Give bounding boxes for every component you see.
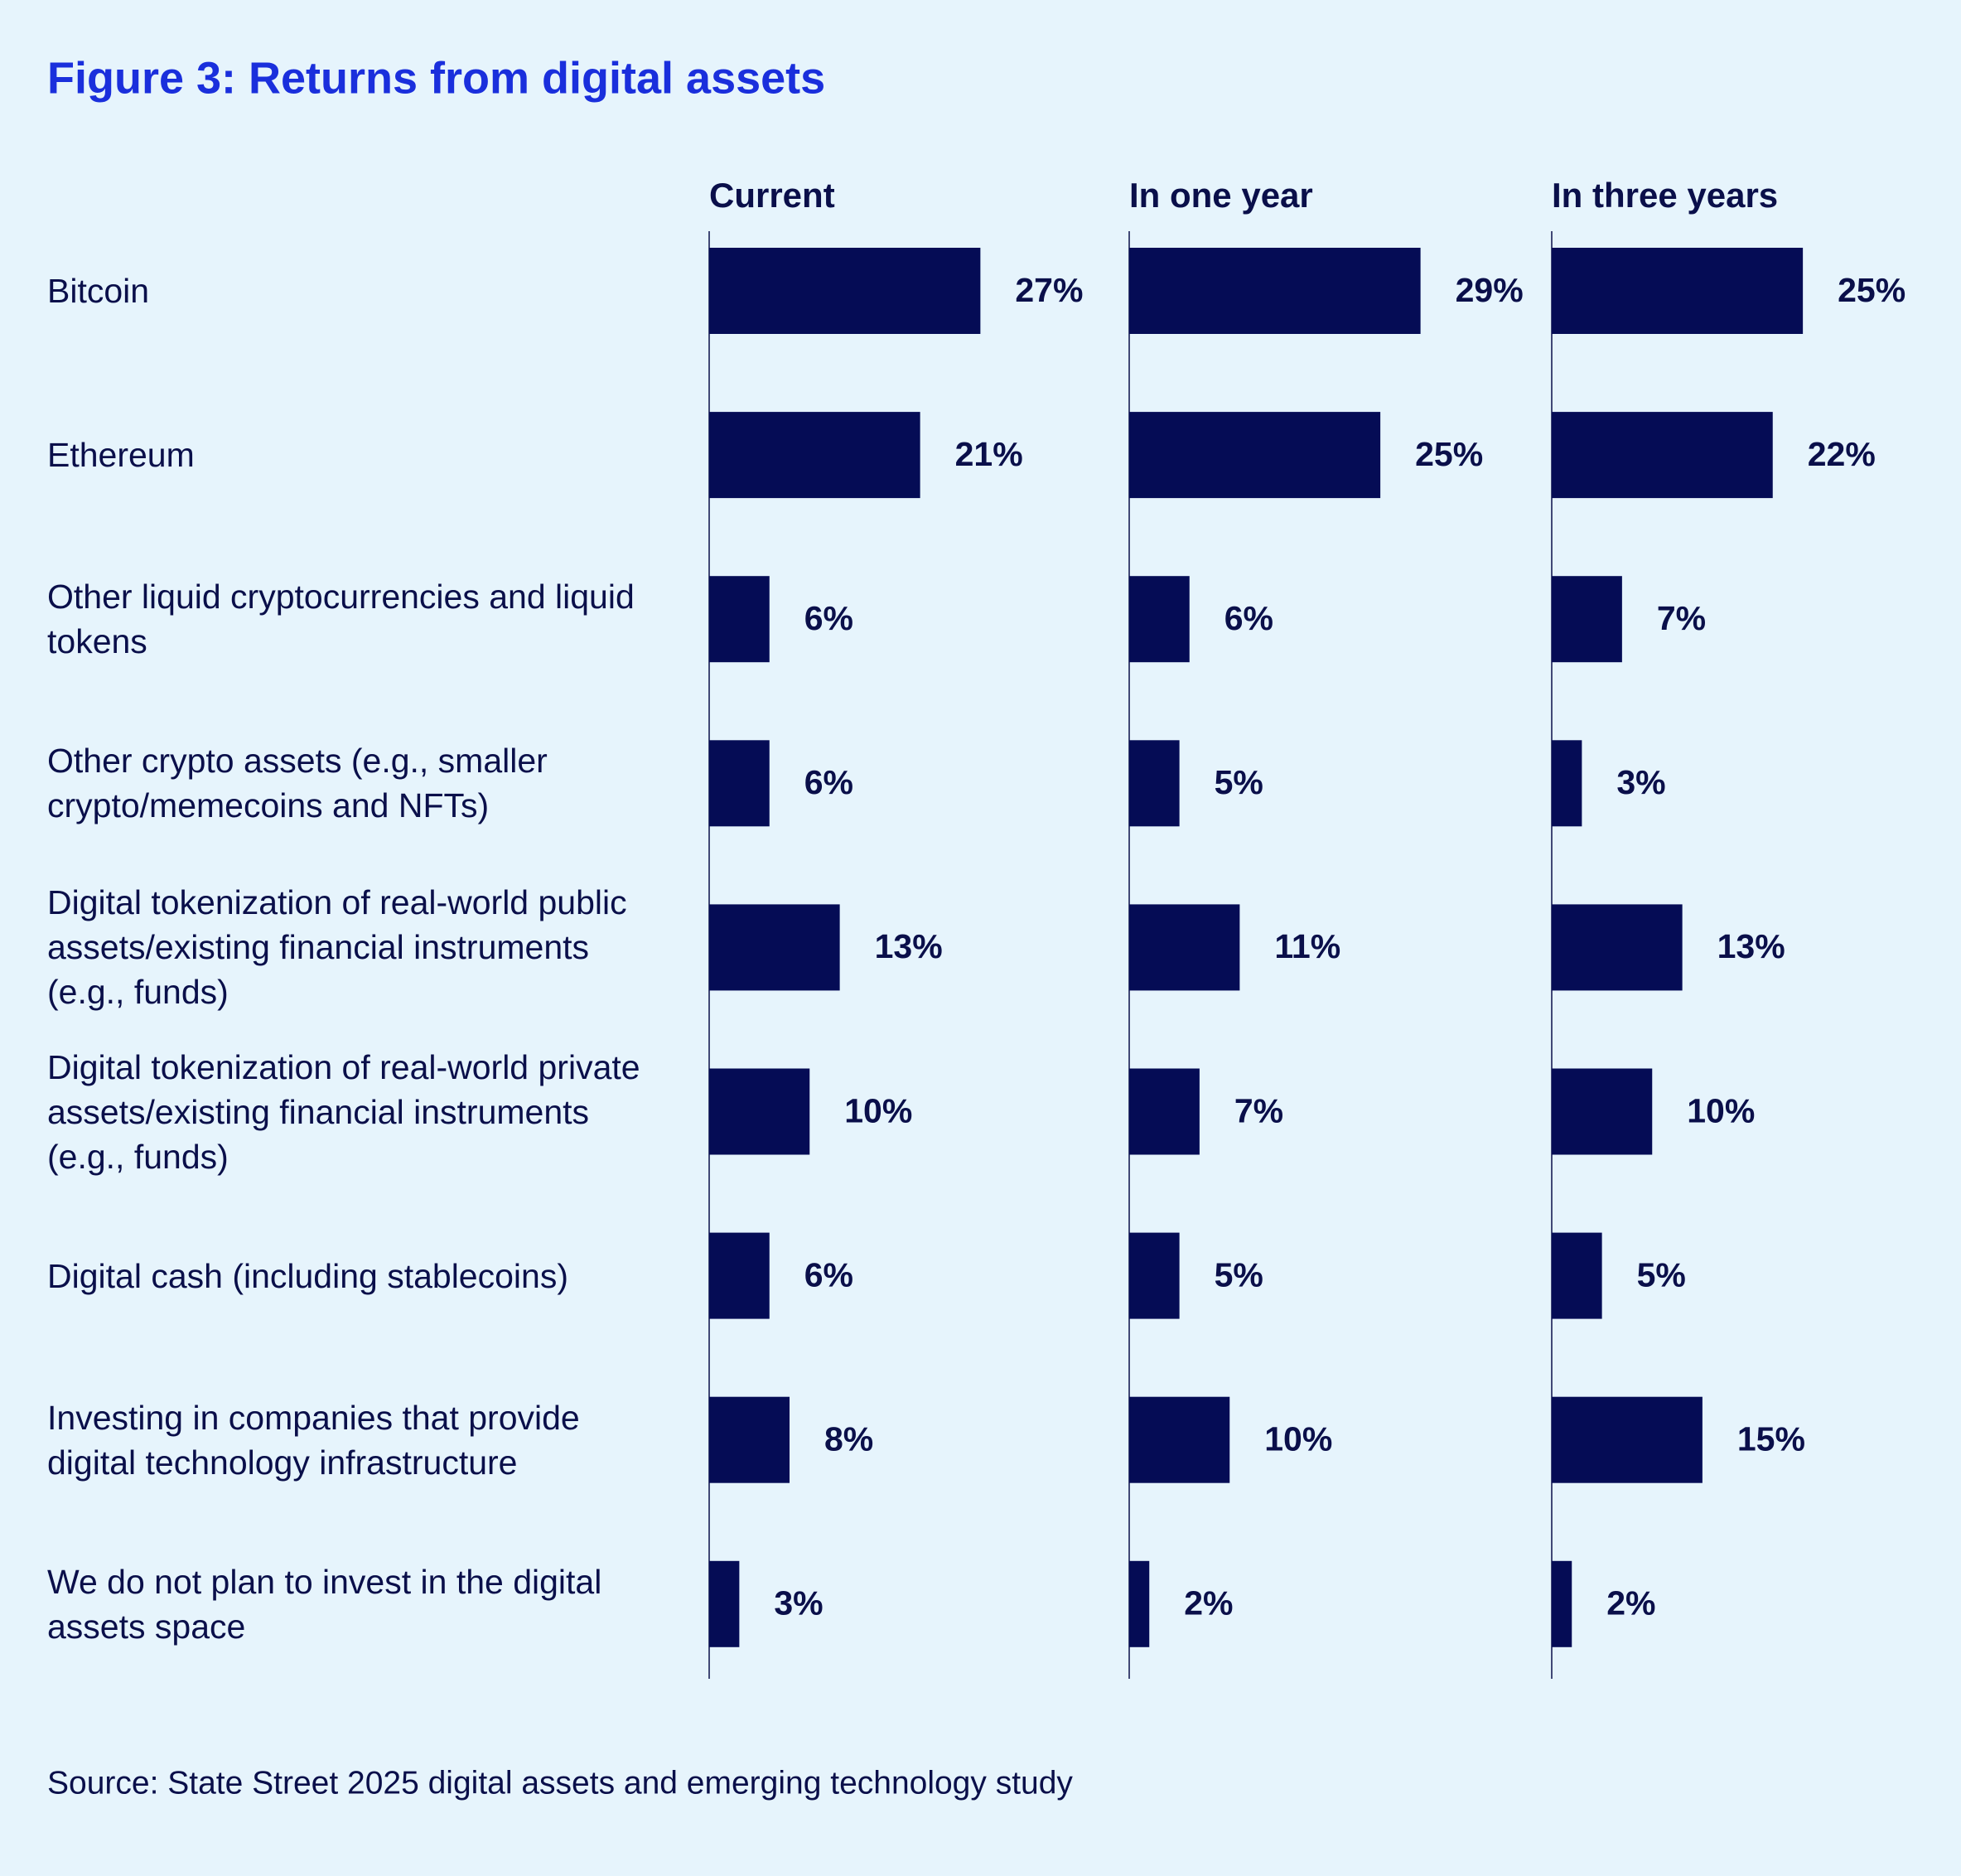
value-label: 15% xyxy=(1737,1420,1805,1458)
panel-heading: Current xyxy=(709,176,835,215)
chart-title: Figure 3: Returns from digital assets xyxy=(47,53,825,103)
bar xyxy=(1552,904,1683,991)
value-label: 6% xyxy=(804,1255,853,1293)
bar xyxy=(1129,740,1180,827)
bar xyxy=(1552,1396,1703,1483)
panel-heading: In three years xyxy=(1552,176,1778,215)
value-label: 25% xyxy=(1838,271,1905,309)
value-label: 5% xyxy=(1215,763,1263,801)
category-label: Other liquid cryptocurrencies and liquid… xyxy=(47,578,635,661)
value-label: 10% xyxy=(844,1091,912,1129)
category-label: Digital cash (including stablecoins) xyxy=(47,1256,568,1295)
category-label: Digital tokenization of real-world priva… xyxy=(47,1047,640,1176)
bar xyxy=(1129,1232,1180,1319)
value-label: 8% xyxy=(824,1420,873,1458)
bar xyxy=(1129,1560,1150,1647)
value-label: 22% xyxy=(1808,435,1876,473)
value-label: 29% xyxy=(1456,271,1524,309)
value-label: 13% xyxy=(875,927,943,965)
value-label: 13% xyxy=(1717,927,1785,965)
bar xyxy=(709,740,770,827)
bar xyxy=(709,1560,740,1647)
value-label: 6% xyxy=(804,599,853,637)
bar xyxy=(1129,1396,1230,1483)
value-label: 6% xyxy=(804,763,853,801)
bar xyxy=(1552,576,1622,663)
category-label: We do not plan to invest in the digital … xyxy=(47,1562,602,1646)
value-label: 3% xyxy=(774,1584,823,1622)
bar xyxy=(709,412,920,499)
category-label: Ethereum xyxy=(47,436,195,475)
bar xyxy=(1552,1560,1572,1647)
bar xyxy=(1552,1232,1602,1319)
panel-heading: In one year xyxy=(1129,176,1313,215)
bar xyxy=(1552,412,1773,499)
category-label: Bitcoin xyxy=(47,272,150,310)
value-label: 2% xyxy=(1184,1584,1233,1622)
bar xyxy=(709,576,770,663)
bar xyxy=(709,1232,770,1319)
value-label: 7% xyxy=(1657,599,1706,637)
bar xyxy=(1552,1068,1653,1155)
bar xyxy=(709,904,840,991)
value-label: 10% xyxy=(1264,1420,1332,1458)
bar xyxy=(709,1068,810,1155)
value-label: 6% xyxy=(1224,599,1273,637)
value-label: 3% xyxy=(1616,763,1665,801)
bar xyxy=(709,248,981,334)
source-note: Source: State Street 2025 digital assets… xyxy=(47,1765,1073,1801)
bar xyxy=(1552,740,1582,827)
value-label: 25% xyxy=(1415,435,1483,473)
bar xyxy=(1552,248,1804,334)
bar xyxy=(1129,576,1190,663)
bar xyxy=(1129,904,1240,991)
value-label: 7% xyxy=(1234,1091,1283,1129)
value-label: 5% xyxy=(1637,1255,1686,1293)
bar xyxy=(709,1396,790,1483)
value-label: 5% xyxy=(1215,1255,1263,1293)
value-label: 10% xyxy=(1687,1091,1755,1129)
category-label: Digital tokenization of real-world publi… xyxy=(47,883,627,1012)
value-label: 21% xyxy=(955,435,1023,473)
bar xyxy=(1129,412,1381,499)
category-label: Investing in companies that provide digi… xyxy=(47,1398,580,1482)
value-label: 2% xyxy=(1606,1584,1655,1622)
bar xyxy=(1129,1068,1200,1155)
category-label: Other crypto assets (e.g., smaller crypt… xyxy=(47,742,548,825)
value-label: 27% xyxy=(1015,271,1083,309)
value-label: 11% xyxy=(1274,927,1340,965)
bar xyxy=(1129,248,1421,334)
